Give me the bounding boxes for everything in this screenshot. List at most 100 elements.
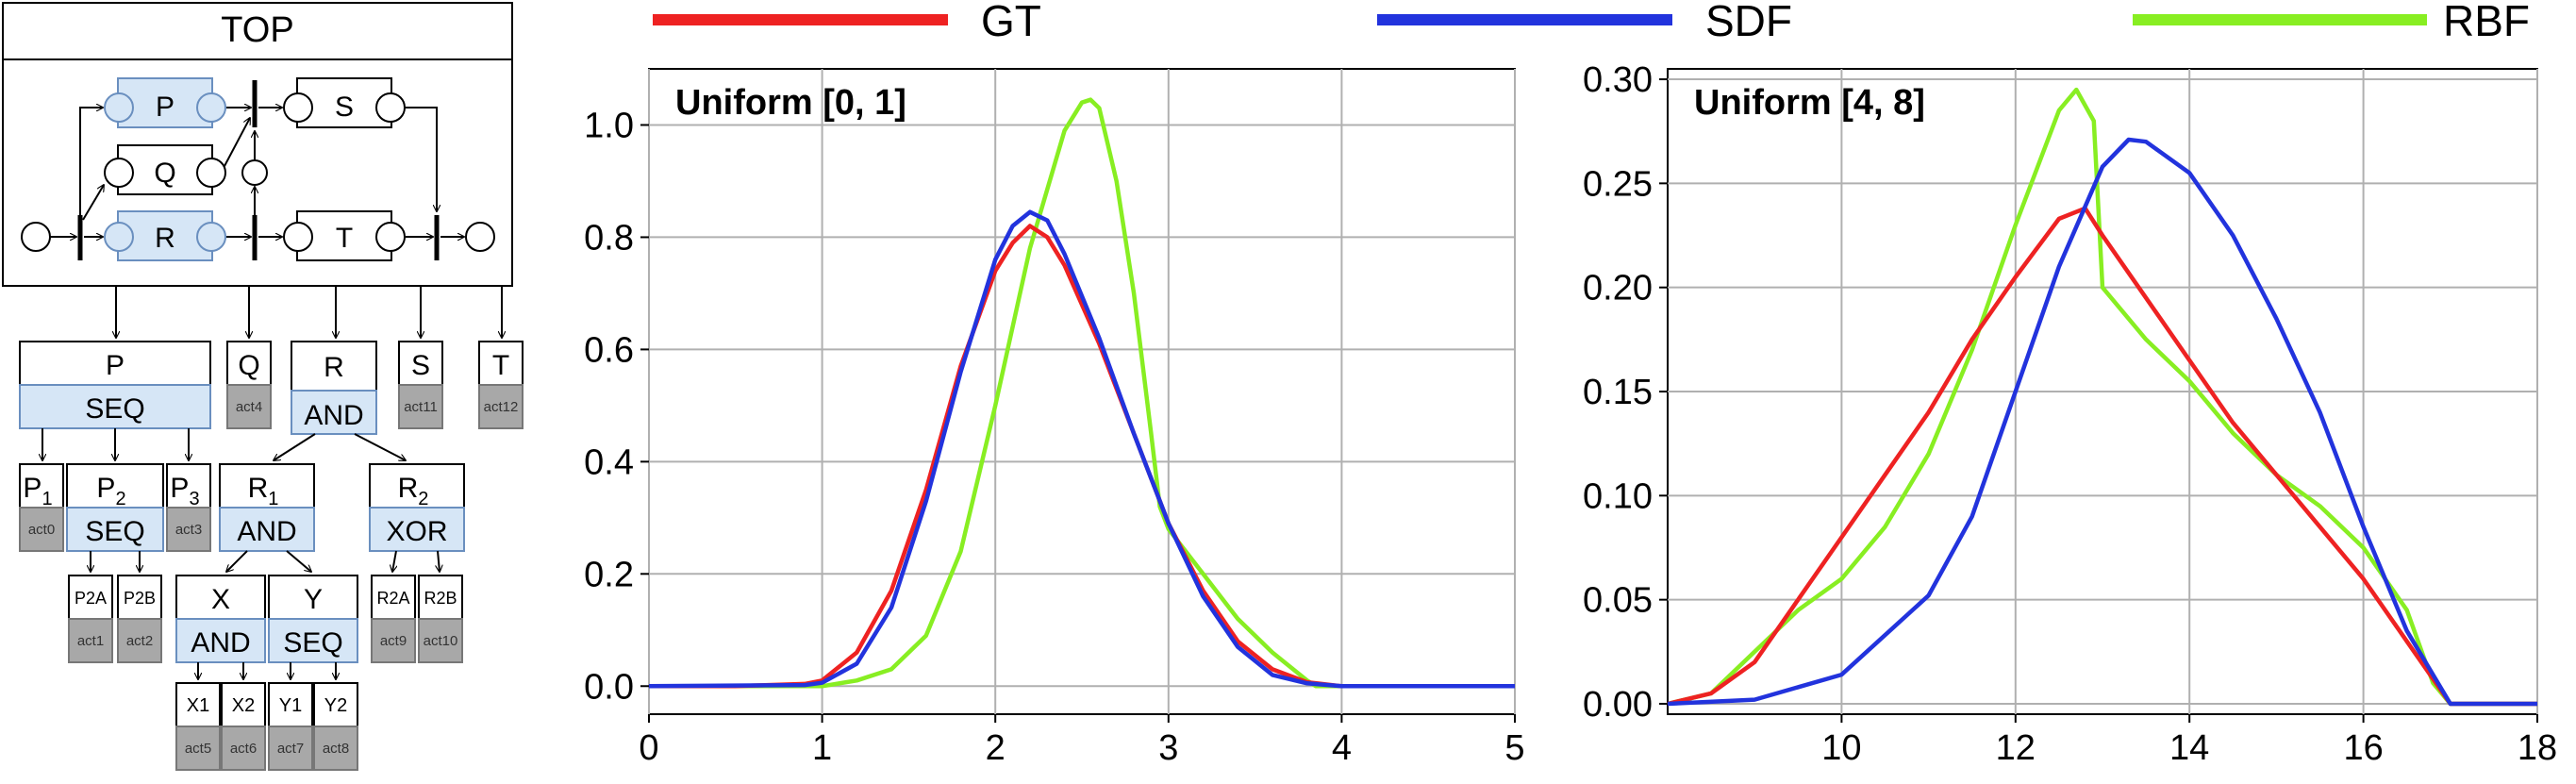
svg-text:act11: act11	[404, 399, 438, 415]
x-tick-label: 14	[2169, 728, 2209, 768]
tree-node-p3: P3 act3	[166, 463, 211, 552]
y-tick-label: 0.05	[1583, 581, 1653, 621]
series-line-rbf	[649, 97, 1515, 689]
svg-text:act12: act12	[484, 399, 519, 415]
end-place	[465, 222, 495, 252]
series-line-gt	[649, 224, 1515, 689]
svg-text:SEQ: SEQ	[85, 516, 144, 547]
tree-node-s: S act11	[398, 341, 443, 429]
tree-node-p2b: P2B act2	[117, 575, 162, 663]
svg-text:act7: act7	[277, 741, 304, 757]
svg-text:act6: act6	[230, 741, 257, 757]
tree-node-r: R AND	[291, 341, 377, 435]
y-tick-label: 0.8	[584, 218, 634, 258]
tree-node-y2: Y2 act8	[313, 682, 358, 771]
svg-text:Y2: Y2	[324, 695, 347, 716]
petri-r-label: R	[155, 223, 175, 254]
y-tick-label: 0.2	[584, 555, 634, 594]
x-tick-label: 1	[812, 728, 832, 768]
svg-text:R1: R1	[248, 473, 279, 509]
workflow-diagram: TOP P Q R S T	[2, 2, 524, 771]
legend-label-sdf: SDF	[1705, 0, 1792, 45]
svg-text:X2: X2	[232, 695, 255, 716]
y-tick-label: 0.20	[1583, 269, 1653, 309]
tree-node-p2: P2 SEQ	[66, 463, 164, 552]
x-tick-label: 3	[1158, 728, 1178, 768]
tree-node-y1: Y1 act7	[268, 682, 313, 771]
svg-text:S: S	[411, 350, 430, 381]
svg-text:AND: AND	[237, 516, 296, 547]
svg-text:act2: act2	[126, 633, 153, 649]
svg-text:act3: act3	[175, 522, 202, 538]
x-tick-label: 10	[1821, 728, 1861, 768]
svg-text:R: R	[324, 352, 344, 383]
svg-text:P2A: P2A	[75, 589, 107, 608]
tree-node-p2a: P2A act1	[68, 575, 113, 663]
y-tick-label: 1.0	[584, 106, 634, 145]
y-tick-label: 0.25	[1583, 164, 1653, 204]
plot-area	[648, 68, 1516, 715]
svg-text:T: T	[492, 350, 509, 381]
y-tick-label: 0.00	[1583, 685, 1653, 725]
tree-node-x1: X1 act5	[175, 682, 221, 771]
legend-label-rbf: RBF	[2443, 0, 2530, 45]
chart-title: Uniform [0, 1]	[675, 83, 906, 123]
svg-text:Y1: Y1	[279, 695, 302, 716]
start-place	[21, 222, 51, 252]
x-tick-label: 18	[2518, 728, 2557, 768]
x-tick-label: 16	[2343, 728, 2383, 768]
svg-text:Y: Y	[304, 584, 323, 615]
tree-node-r2a: R2A act9	[371, 575, 416, 663]
svg-text:P2: P2	[96, 473, 125, 509]
petri-t-label: T	[336, 223, 353, 254]
tree-node-q: Q act4	[226, 341, 272, 429]
x-tick-label: 5	[1504, 728, 1524, 768]
svg-text:act4: act4	[236, 399, 262, 415]
tree-node-r2: R2 XOR	[369, 463, 465, 552]
svg-text:P: P	[106, 350, 125, 381]
svg-text:act5: act5	[185, 741, 211, 757]
chart-title: Uniform [4, 8]	[1694, 83, 1925, 123]
svg-text:X: X	[211, 584, 230, 615]
svg-text:P2B: P2B	[124, 589, 156, 608]
svg-text:act1: act1	[77, 633, 104, 649]
x-tick-label: 12	[1996, 728, 2036, 768]
svg-text:R2B: R2B	[424, 589, 457, 608]
x-tick-label: 0	[639, 728, 658, 768]
top-title: TOP	[221, 10, 293, 50]
tree-node-r1: R1 AND	[219, 463, 315, 552]
petri-p-label: P	[156, 92, 175, 123]
tree-node-x: X AND	[175, 575, 266, 663]
svg-text:XOR: XOR	[386, 516, 447, 547]
svg-text:SEQ: SEQ	[283, 627, 342, 659]
petri-q-label: Q	[154, 158, 175, 189]
y-tick-label: 0.4	[584, 442, 634, 482]
y-tick-label: 0.30	[1583, 60, 1653, 100]
series-line-sdf	[648, 209, 1515, 689]
svg-text:act8: act8	[323, 741, 349, 757]
svg-text:R2A: R2A	[376, 589, 409, 608]
series-line-rbf	[1667, 87, 2537, 707]
svg-text:act10: act10	[424, 633, 458, 649]
series-line-sdf	[1667, 137, 2537, 707]
svg-text:X1: X1	[187, 695, 209, 716]
chart-uniform-0-1: 0 1 2 3 4 5 0.0 0.2 0.4 0.6 0.8 1.0 Uniform [0, 1]	[584, 68, 1525, 768]
y-tick-label: 0.10	[1583, 476, 1653, 516]
tree-node-x2: X2 act6	[221, 682, 266, 771]
tree-node-r2b: R2B act10	[418, 575, 463, 663]
svg-text:P3: P3	[170, 473, 199, 509]
svg-text:AND: AND	[191, 627, 250, 659]
tree-node-t: T act12	[478, 341, 524, 429]
svg-text:Q: Q	[238, 350, 259, 381]
y-tick-label: 0.0	[584, 667, 634, 707]
tree-node-p: P SEQ	[19, 341, 211, 429]
y-tick-label: 0.6	[584, 330, 634, 370]
tree-node-y: Y SEQ	[268, 575, 358, 663]
x-tick-label: 2	[986, 728, 1005, 768]
svg-text:AND: AND	[304, 400, 363, 431]
svg-text:act9: act9	[380, 633, 407, 649]
legend-label-gt: GT	[981, 0, 1041, 45]
svg-text:act0: act0	[28, 522, 55, 538]
chart-uniform-4-8: 10 12 14 16 18 0.00 0.05 0.10 0.15 0.20 0.25 0.30 Un…	[1583, 60, 2557, 768]
